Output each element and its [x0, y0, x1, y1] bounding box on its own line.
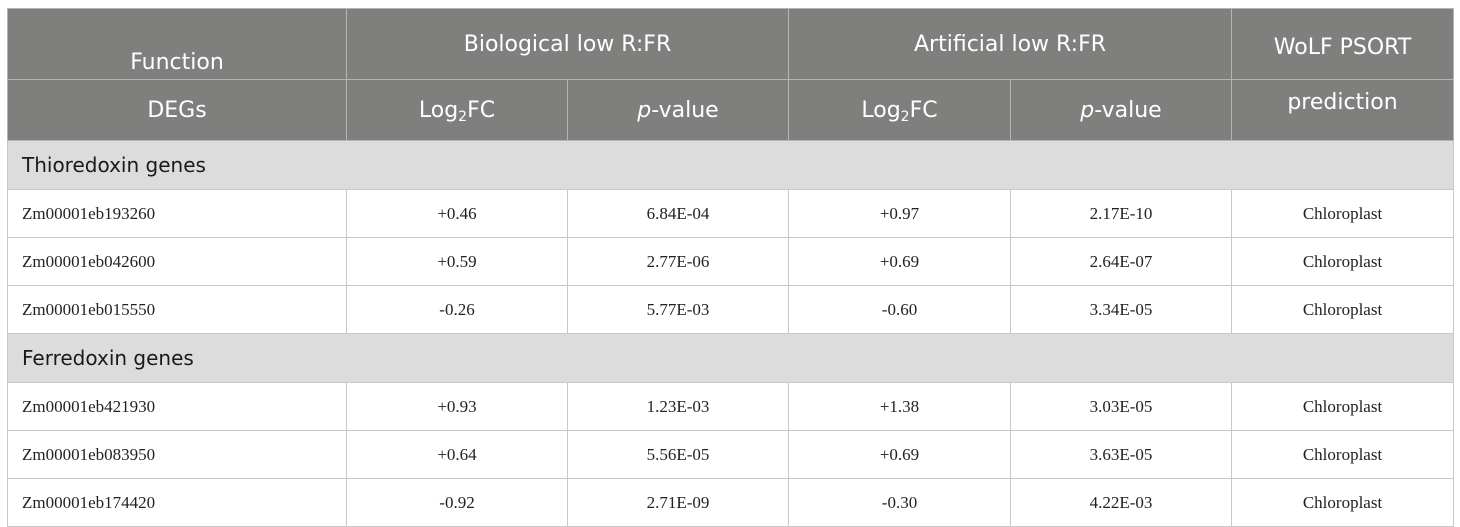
header-degs: DEGs [7, 79, 347, 141]
art-log2fc: +0.97 [788, 189, 1011, 238]
table-row: Zm00001eb083950 +0.64 5.56E-05 +0.69 3.6… [7, 430, 1455, 479]
gene-id: Zm00001eb193260 [7, 189, 347, 238]
table-row: Zm00001eb193260 +0.46 6.84E-04 +0.97 2.1… [7, 189, 1455, 238]
art-log2fc: -0.30 [788, 478, 1011, 527]
prediction: Chloroplast [1231, 478, 1455, 527]
bio-pvalue: 2.77E-06 [567, 237, 789, 286]
bio-pvalue: 2.71E-09 [567, 478, 789, 527]
art-log2fc: +0.69 [788, 237, 1011, 286]
header-prediction: prediction [1231, 79, 1455, 141]
prediction: Chloroplast [1231, 285, 1455, 334]
section-row-thioredoxin: Thioredoxin genes [6, 140, 1455, 190]
bio-log2fc: +0.59 [346, 237, 568, 286]
art-pvalue: 3.34E-05 [1009, 285, 1233, 334]
prediction: Chloroplast [1231, 237, 1455, 286]
value-text: -value [1094, 97, 1162, 123]
header-art-pvalue: p-value [1009, 79, 1233, 141]
header-bio-log2fc: Log2FC [346, 79, 568, 141]
deg-table: Function Biological low R:FR Artificial … [6, 8, 1455, 527]
table-row: Zm00001eb015550 -0.26 5.77E-03 -0.60 3.3… [7, 285, 1455, 334]
art-log2fc: +1.38 [788, 382, 1011, 431]
header-biological-low-rfr: Biological low R:FR [346, 8, 789, 80]
bio-log2fc: +0.46 [346, 189, 568, 238]
bio-log2fc: -0.92 [346, 478, 568, 527]
header-row-1: Function Biological low R:FR Artificial … [7, 8, 1455, 80]
table-row: Zm00001eb421930 +0.93 1.23E-03 +1.38 3.0… [7, 382, 1455, 431]
bio-pvalue: 6.84E-04 [567, 189, 789, 238]
table-body: Thioredoxin genes Zm00001eb193260 +0.46 … [6, 140, 1455, 527]
section-title: Thioredoxin genes [6, 140, 1455, 190]
header-function: Function [7, 8, 347, 80]
bio-log2fc: -0.26 [346, 285, 568, 334]
gene-id: Zm00001eb083950 [7, 430, 347, 479]
section-title: Ferredoxin genes [6, 333, 1455, 383]
prediction: Chloroplast [1231, 430, 1455, 479]
header-bio-pvalue: p-value [567, 79, 789, 141]
gene-id: Zm00001eb042600 [7, 237, 347, 286]
art-log2fc: +0.69 [788, 430, 1011, 479]
log-text: Log [861, 97, 901, 123]
bio-log2fc: +0.64 [346, 430, 568, 479]
bio-log2fc: +0.93 [346, 382, 568, 431]
art-pvalue: 2.64E-07 [1009, 237, 1233, 286]
gene-id: Zm00001eb421930 [7, 382, 347, 431]
fc-text: FC [467, 97, 496, 123]
section-row-ferredoxin: Ferredoxin genes [6, 333, 1455, 383]
table-row: Zm00001eb042600 +0.59 2.77E-06 +0.69 2.6… [7, 237, 1455, 286]
p-italic: p [1080, 97, 1095, 123]
art-pvalue: 2.17E-10 [1009, 189, 1233, 238]
header-row-2: DEGs Log2FC p-value Log2FC p-value predi… [7, 79, 1455, 141]
bio-pvalue: 5.56E-05 [567, 430, 789, 479]
p-italic: p [637, 97, 652, 123]
table-row: Zm00001eb174420 -0.92 2.71E-09 -0.30 4.2… [7, 478, 1455, 527]
log-text: Log [418, 97, 459, 123]
art-pvalue: 3.03E-05 [1009, 382, 1233, 431]
header-artificial-low-rfr: Artificial low R:FR [787, 8, 1233, 80]
gene-id: Zm00001eb174420 [7, 478, 347, 527]
header-art-log2fc: Log2FC [788, 79, 1011, 141]
art-log2fc: -0.60 [788, 285, 1011, 334]
bio-pvalue: 5.77E-03 [567, 285, 789, 334]
prediction: Chloroplast [1231, 382, 1455, 431]
log-subscript: 2 [458, 108, 468, 125]
bio-pvalue: 1.23E-03 [567, 382, 789, 431]
table-header: Function Biological low R:FR Artificial … [7, 8, 1455, 141]
art-pvalue: 4.22E-03 [1009, 478, 1233, 527]
header-wolf-psort: WoLF PSORT [1231, 8, 1455, 80]
fc-text: FC [909, 97, 938, 123]
prediction: Chloroplast [1231, 189, 1455, 238]
art-pvalue: 3.63E-05 [1009, 430, 1233, 479]
log-subscript: 2 [900, 108, 910, 125]
gene-id: Zm00001eb015550 [7, 285, 347, 334]
value-text: -value [651, 97, 719, 123]
